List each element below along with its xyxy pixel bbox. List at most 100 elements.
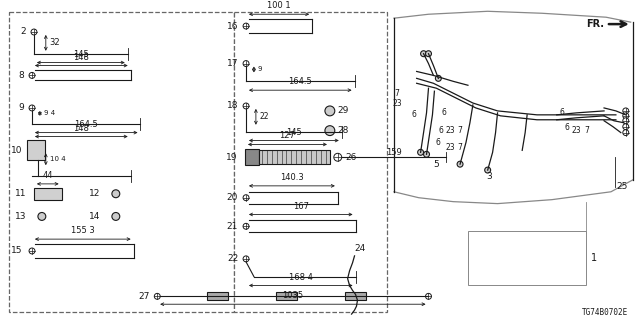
Text: 6: 6 <box>564 123 569 132</box>
Circle shape <box>426 51 431 57</box>
Circle shape <box>484 167 491 173</box>
Text: 6: 6 <box>412 110 416 119</box>
Circle shape <box>31 29 37 35</box>
Circle shape <box>154 293 160 299</box>
Circle shape <box>623 130 628 136</box>
Text: 11: 11 <box>15 189 26 198</box>
Text: 9: 9 <box>19 103 24 112</box>
Text: 12: 12 <box>89 189 100 198</box>
Circle shape <box>38 212 46 220</box>
Text: 2: 2 <box>20 28 26 36</box>
Circle shape <box>334 153 342 161</box>
Text: 22: 22 <box>260 112 269 121</box>
Circle shape <box>29 105 35 111</box>
Text: 5: 5 <box>433 160 439 169</box>
Circle shape <box>112 190 120 198</box>
Text: 21: 21 <box>227 222 238 231</box>
Text: 1: 1 <box>591 253 597 263</box>
Circle shape <box>623 118 628 124</box>
Bar <box>27 140 45 160</box>
Circle shape <box>418 149 424 155</box>
Text: 9: 9 <box>258 67 262 72</box>
Bar <box>276 292 298 300</box>
Circle shape <box>243 223 249 229</box>
Text: 44: 44 <box>42 171 53 180</box>
Text: TG74B0702E: TG74B0702E <box>582 308 628 316</box>
Bar <box>345 292 366 300</box>
Circle shape <box>243 195 249 201</box>
Text: 7: 7 <box>458 143 463 152</box>
Text: 19: 19 <box>226 153 237 162</box>
Circle shape <box>243 60 249 67</box>
Text: 145: 145 <box>286 128 301 137</box>
Text: 32: 32 <box>50 38 60 47</box>
Circle shape <box>325 126 335 136</box>
Circle shape <box>623 113 628 119</box>
Bar <box>468 231 586 285</box>
Circle shape <box>29 72 35 78</box>
Circle shape <box>243 256 249 262</box>
Text: 6: 6 <box>559 108 564 117</box>
Text: 24: 24 <box>355 244 366 253</box>
Text: 1035: 1035 <box>282 291 303 300</box>
Text: 10 4: 10 4 <box>50 156 65 162</box>
Text: 22: 22 <box>227 254 238 263</box>
Bar <box>245 149 259 165</box>
Text: 29: 29 <box>338 107 349 116</box>
Text: 164.5: 164.5 <box>289 77 312 86</box>
Text: 26: 26 <box>346 153 357 162</box>
Circle shape <box>623 108 628 114</box>
Bar <box>34 188 61 200</box>
Text: 127: 127 <box>280 132 296 140</box>
Circle shape <box>29 248 35 254</box>
Text: FR.: FR. <box>586 19 604 29</box>
Text: 23: 23 <box>392 99 402 108</box>
Text: 14: 14 <box>89 212 100 221</box>
Text: 28: 28 <box>338 126 349 135</box>
Bar <box>207 292 228 300</box>
Text: 15: 15 <box>11 246 22 255</box>
Text: 20: 20 <box>227 193 238 202</box>
Circle shape <box>243 103 249 109</box>
Circle shape <box>112 212 120 220</box>
Text: 18: 18 <box>227 101 238 110</box>
Circle shape <box>435 76 442 81</box>
Circle shape <box>420 51 426 57</box>
Text: 7: 7 <box>394 89 399 98</box>
Text: 148: 148 <box>74 52 89 61</box>
Text: 6: 6 <box>442 108 447 117</box>
Text: 164.5: 164.5 <box>74 120 98 129</box>
Text: 23: 23 <box>445 126 455 135</box>
Circle shape <box>426 293 431 299</box>
Text: 145: 145 <box>73 50 89 59</box>
Text: 100 1: 100 1 <box>268 1 291 10</box>
Text: 3: 3 <box>487 172 493 181</box>
Text: 168 4: 168 4 <box>289 273 313 282</box>
Text: 13: 13 <box>15 212 26 221</box>
Text: 23: 23 <box>572 126 581 135</box>
Text: 9 4: 9 4 <box>44 110 55 116</box>
Circle shape <box>457 161 463 167</box>
Text: 6: 6 <box>439 126 444 135</box>
Text: 167: 167 <box>292 202 308 211</box>
Text: 159: 159 <box>386 148 402 157</box>
Text: 16: 16 <box>227 21 238 31</box>
Text: 7: 7 <box>458 126 463 135</box>
Text: 27: 27 <box>138 292 149 301</box>
Text: 148: 148 <box>74 124 89 132</box>
Circle shape <box>325 106 335 116</box>
Text: 7: 7 <box>584 126 589 135</box>
Circle shape <box>424 151 429 157</box>
Text: 140.3: 140.3 <box>280 173 304 182</box>
Text: 23: 23 <box>445 143 455 152</box>
Bar <box>10 12 234 312</box>
Text: 17: 17 <box>227 59 238 68</box>
Bar <box>234 12 387 312</box>
Text: 25: 25 <box>616 182 627 191</box>
Text: 6: 6 <box>436 138 441 147</box>
Text: 10: 10 <box>11 146 22 155</box>
Bar <box>259 150 330 164</box>
Text: 8: 8 <box>19 71 24 80</box>
Text: 155 3: 155 3 <box>71 226 95 235</box>
Circle shape <box>243 23 249 29</box>
